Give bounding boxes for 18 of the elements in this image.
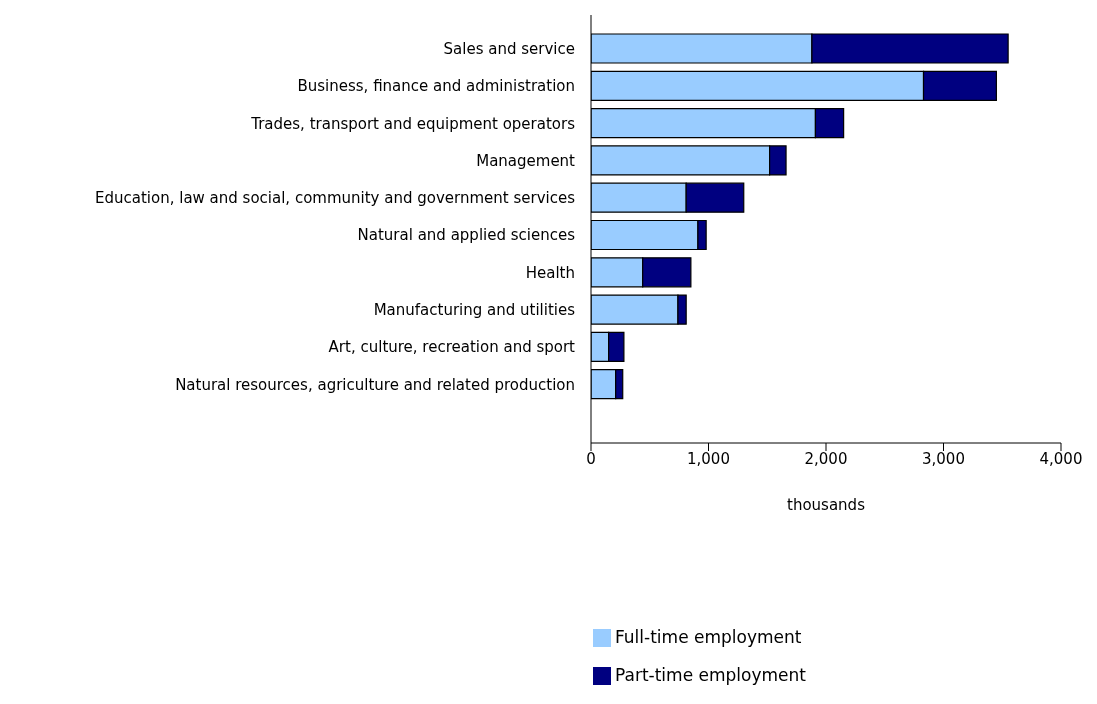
- legend-label: Full-time employment: [615, 627, 802, 647]
- x-tick-label: 2,000: [804, 449, 848, 468]
- x-tick-label: 0: [586, 449, 596, 468]
- x-tick-label: 4,000: [1039, 449, 1083, 468]
- y-tick-label: Health: [525, 263, 575, 282]
- y-tick-label: Natural and applied sciences: [357, 226, 576, 245]
- x-tick-label: 1,000: [687, 449, 730, 468]
- y-tick-label: Trades, transport and equipment operators: [250, 114, 576, 133]
- y-tick-label: Education, law and social, community and government services: [95, 189, 576, 208]
- x-tick-label: 3,000: [922, 449, 965, 468]
- y-tick-label: Manufacturing and utilities: [373, 301, 576, 320]
- y-tick-label: Management: [476, 151, 576, 170]
- y-tick-label: Sales and service: [443, 39, 575, 58]
- y-tick-label: Art, culture, recreation and sport: [328, 338, 576, 357]
- y-tick-label: Business, finance and administration: [297, 77, 575, 96]
- legend-label: Part-time employment: [615, 665, 806, 685]
- x-axis-title: thousands: [787, 496, 866, 514]
- y-tick-label: Natural resources, agriculture and related production: [175, 375, 575, 394]
